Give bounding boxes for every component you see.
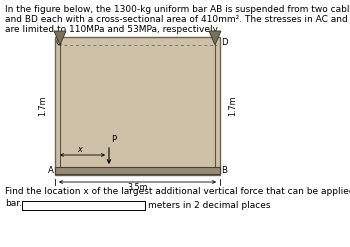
Text: In the figure below, the 1300-kg uniform bar AB is suspended from two cables AC: In the figure below, the 1300-kg uniform…: [5, 5, 350, 14]
Text: are limited to 110MPa and 53MPa, respectively.: are limited to 110MPa and 53MPa, respect…: [5, 25, 220, 34]
Text: C: C: [56, 38, 62, 47]
Bar: [55, 167, 220, 174]
Text: 3.5m: 3.5m: [127, 183, 148, 192]
Bar: [22, 201, 145, 210]
Text: x: x: [78, 145, 82, 154]
Text: D: D: [221, 38, 228, 47]
Text: A: A: [48, 166, 54, 175]
Text: 1.7m: 1.7m: [228, 96, 237, 116]
Text: and BD each with a cross-sectional area of 410mm². The stresses in AC and BD: and BD each with a cross-sectional area …: [5, 15, 350, 24]
Polygon shape: [209, 31, 221, 45]
Text: P: P: [111, 135, 116, 144]
Text: 1.7m: 1.7m: [38, 96, 47, 116]
Text: B: B: [221, 166, 227, 175]
Bar: [55, 37, 220, 175]
Text: Find the location x of the largest additional vertical force that can be applied: Find the location x of the largest addit…: [5, 187, 350, 196]
Text: bar.: bar.: [5, 199, 22, 208]
Text: meters in 2 decimal places: meters in 2 decimal places: [148, 201, 271, 210]
Polygon shape: [54, 31, 66, 45]
